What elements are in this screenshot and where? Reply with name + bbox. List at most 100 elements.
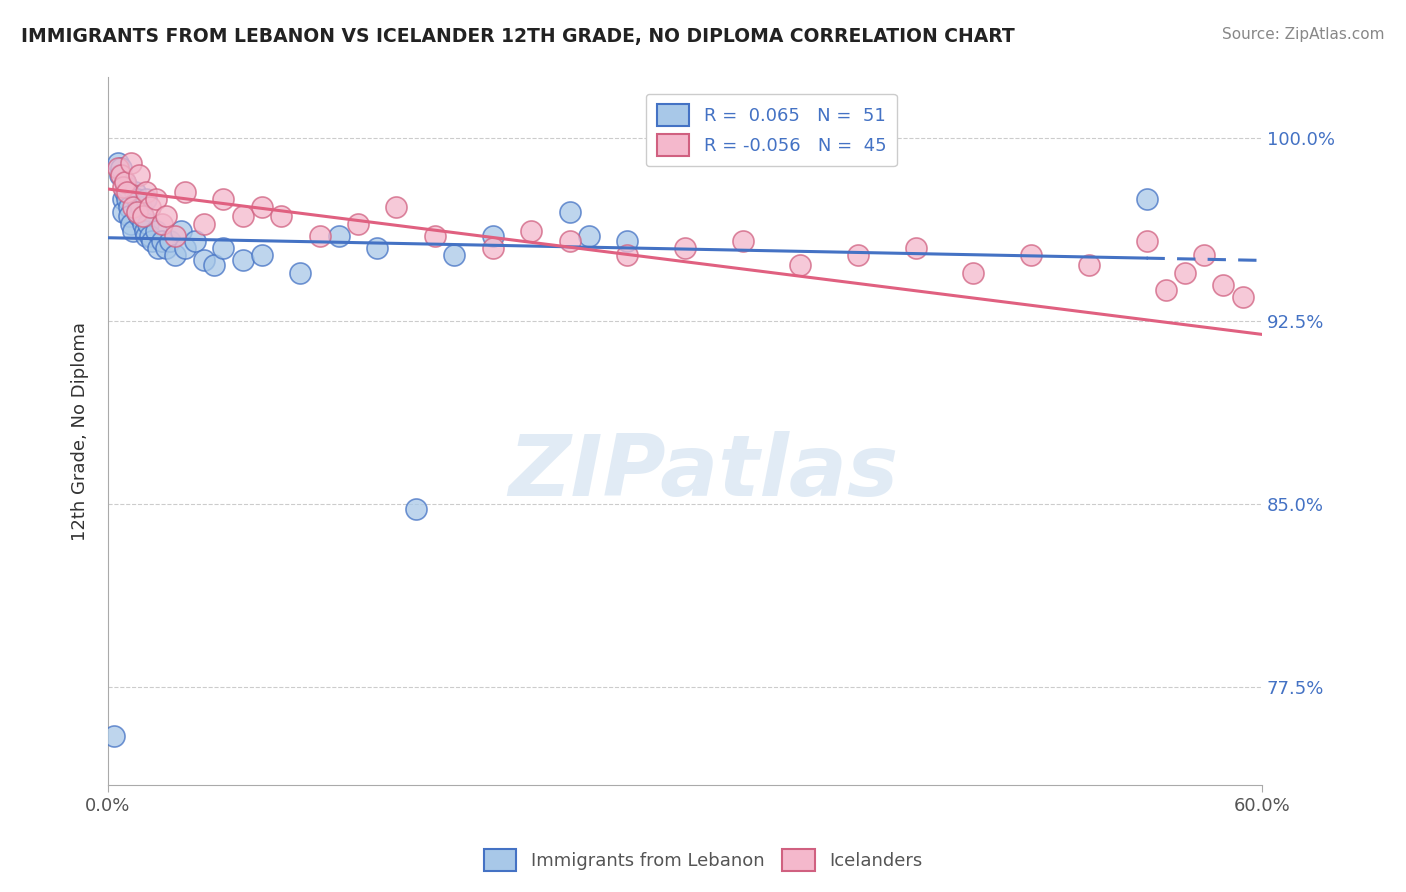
Point [250, 248, 273, 262]
Point [125, 193, 148, 207]
Point [1154, 283, 1177, 297]
Point [202, 258, 225, 272]
Point [122, 200, 145, 214]
Point [110, 161, 132, 175]
Point [328, 229, 350, 244]
Point [962, 266, 984, 280]
Point [110, 168, 132, 182]
Point [578, 229, 600, 244]
Point [193, 217, 215, 231]
Point [520, 224, 543, 238]
Point [481, 241, 503, 255]
Point [423, 229, 446, 244]
Point [135, 229, 157, 244]
Point [174, 241, 197, 255]
Legend: R =  0.065   N =  51, R = -0.056   N =  45: R = 0.065 N = 51, R = -0.056 N = 45 [645, 94, 897, 167]
Point [150, 217, 173, 231]
Text: IMMIGRANTS FROM LEBANON VS ICELANDER 12TH GRADE, NO DIPLOMA CORRELATION CHART: IMMIGRANTS FROM LEBANON VS ICELANDER 12T… [21, 27, 1015, 45]
Point [122, 224, 145, 238]
Point [135, 185, 157, 199]
Point [146, 241, 169, 255]
Point [135, 193, 157, 207]
Point [118, 200, 141, 214]
Text: ZIPatlas: ZIPatlas [508, 431, 898, 515]
Point [270, 210, 292, 224]
Y-axis label: 12th Grade, No Diploma: 12th Grade, No Diploma [72, 322, 89, 541]
Point [128, 168, 150, 182]
Point [1241, 795, 1264, 809]
Point [385, 200, 408, 214]
Point [904, 241, 927, 255]
Point [290, 266, 312, 280]
Point [1174, 266, 1197, 280]
Point [129, 200, 152, 214]
Point [131, 217, 153, 231]
Point [366, 241, 388, 255]
Point [443, 248, 465, 262]
Point [616, 234, 638, 248]
Point [103, 729, 125, 743]
Point [170, 224, 193, 238]
Legend: Immigrants from Lebanon, Icelanders: Immigrants from Lebanon, Icelanders [477, 842, 929, 879]
Point [150, 234, 173, 248]
Point [405, 502, 427, 516]
Point [118, 210, 141, 224]
Point [114, 175, 136, 189]
Point [1212, 277, 1234, 292]
Point [145, 224, 167, 238]
Point [125, 204, 148, 219]
Point [1077, 258, 1099, 272]
Point [134, 224, 156, 238]
Point [139, 200, 162, 214]
Point [731, 234, 754, 248]
Point [141, 234, 163, 248]
Point [131, 210, 153, 224]
Point [107, 161, 129, 175]
Point [846, 248, 869, 262]
Point [120, 156, 142, 170]
Point [558, 234, 581, 248]
Text: Source: ZipAtlas.com: Source: ZipAtlas.com [1222, 27, 1385, 42]
Point [112, 193, 135, 207]
Point [114, 185, 136, 199]
Point [112, 180, 135, 194]
Point [1019, 248, 1042, 262]
Point [124, 185, 146, 199]
Point [108, 168, 131, 182]
Point [114, 175, 136, 189]
Point [131, 210, 153, 224]
Point [155, 241, 177, 255]
Point [159, 234, 181, 248]
Point [120, 217, 142, 231]
Point [1192, 248, 1215, 262]
Point [155, 210, 177, 224]
Point [115, 185, 138, 199]
Point [616, 248, 638, 262]
Point [232, 253, 254, 268]
Point [112, 204, 135, 219]
Point [115, 180, 138, 194]
Point [145, 193, 167, 207]
Point [174, 185, 197, 199]
Point [789, 258, 811, 272]
Point [107, 156, 129, 170]
Point [212, 241, 235, 255]
Point [673, 241, 696, 255]
Point [139, 229, 162, 244]
Point [1135, 234, 1157, 248]
Point [558, 204, 581, 219]
Point [1135, 193, 1157, 207]
Point [232, 210, 254, 224]
Point [183, 234, 205, 248]
Point [125, 204, 148, 219]
Point [1232, 290, 1254, 304]
Point [128, 210, 150, 224]
Point [250, 200, 273, 214]
Point [481, 229, 503, 244]
Point [115, 193, 138, 207]
Point [347, 217, 370, 231]
Point [138, 217, 160, 231]
Point [165, 248, 187, 262]
Point [212, 193, 235, 207]
Point [165, 229, 187, 244]
